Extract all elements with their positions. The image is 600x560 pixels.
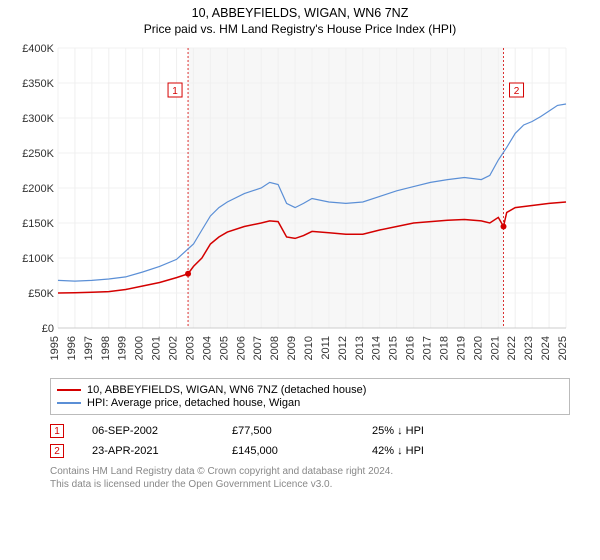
xtick-label: 2000 bbox=[134, 336, 146, 360]
xtick-label: 2019 bbox=[455, 336, 467, 360]
transaction-price: £145,000 bbox=[232, 445, 372, 457]
xtick-label: 2012 bbox=[337, 336, 349, 360]
footer-line-1: Contains HM Land Registry data © Crown c… bbox=[50, 465, 590, 478]
transaction-date: 23-APR-2021 bbox=[92, 445, 232, 457]
xtick-label: 2024 bbox=[540, 336, 552, 360]
page-subtitle: Price paid vs. HM Land Registry's House … bbox=[10, 22, 590, 36]
transaction-pct: 42% ↓ HPI bbox=[372, 445, 492, 457]
xtick-label: 2015 bbox=[388, 336, 400, 360]
xtick-label: 2023 bbox=[523, 336, 535, 360]
transaction-row: 2 23-APR-2021£145,00042% ↓ HPI bbox=[50, 441, 570, 461]
ytick-label: £300K bbox=[22, 113, 54, 125]
xtick-label: 2022 bbox=[506, 336, 518, 360]
ytick-label: £350K bbox=[22, 78, 54, 90]
ytick-label: £100K bbox=[22, 253, 54, 265]
legend-item: HPI: Average price, detached house, Wiga… bbox=[57, 397, 563, 409]
ytick-label: £50K bbox=[28, 288, 54, 300]
xtick-label: 2016 bbox=[405, 336, 417, 360]
xtick-label: 2007 bbox=[252, 336, 264, 360]
xtick-label: 1997 bbox=[83, 336, 95, 360]
xtick-label: 2018 bbox=[438, 336, 450, 360]
ytick-label: £250K bbox=[22, 148, 54, 160]
transaction-date: 06-SEP-2002 bbox=[92, 425, 232, 437]
legend-item: 10, ABBEYFIELDS, WIGAN, WN6 7NZ (detache… bbox=[57, 384, 563, 396]
xtick-label: 2021 bbox=[489, 336, 501, 360]
page-title: 10, ABBEYFIELDS, WIGAN, WN6 7NZ bbox=[10, 6, 590, 20]
transaction-row: 1 06-SEP-2002£77,50025% ↓ HPI bbox=[50, 421, 570, 441]
chart-marker-label: 2 bbox=[514, 86, 520, 97]
xtick-label: 2005 bbox=[218, 336, 230, 360]
legend-label: 10, ABBEYFIELDS, WIGAN, WN6 7NZ (detache… bbox=[87, 384, 366, 396]
chart-svg: £0 £50K £100K £150K £200K £250K £300K £350K £400… bbox=[10, 42, 570, 372]
xtick-label: 1995 bbox=[49, 336, 61, 360]
xtick-label: 2010 bbox=[303, 336, 315, 360]
xtick-label: 2009 bbox=[286, 336, 298, 360]
legend-swatch bbox=[57, 402, 81, 404]
xtick-label: 2025 bbox=[557, 336, 569, 360]
xtick-label: 2001 bbox=[151, 336, 163, 360]
transaction-price: £77,500 bbox=[232, 425, 372, 437]
legend: 10, ABBEYFIELDS, WIGAN, WN6 7NZ (detache… bbox=[50, 378, 570, 415]
xtick-label: 2014 bbox=[371, 336, 383, 360]
chart-marker-label: 1 bbox=[172, 86, 178, 97]
xtick-label: 2013 bbox=[354, 336, 366, 360]
xtick-label: 1996 bbox=[66, 336, 78, 360]
xtick-label: 2011 bbox=[320, 336, 332, 360]
ytick-label: £200K bbox=[22, 183, 54, 195]
transaction-marker: 1 bbox=[50, 424, 64, 438]
ytick-label: £400K bbox=[22, 43, 54, 55]
transaction-table: 1 06-SEP-2002£77,50025% ↓ HPI 2 23-APR-2021… bbox=[50, 421, 570, 461]
legend-swatch bbox=[57, 389, 81, 391]
xtick-label: 2020 bbox=[472, 336, 484, 360]
xtick-label: 1999 bbox=[117, 336, 129, 360]
price-chart: £0 £50K £100K £150K £200K £250K £300K £350K £400… bbox=[10, 42, 590, 372]
xtick-label: 2017 bbox=[422, 336, 434, 360]
ytick-label: £150K bbox=[22, 218, 54, 230]
xtick-label: 2008 bbox=[269, 336, 281, 360]
footer-line-2: This data is licensed under the Open Gov… bbox=[50, 478, 590, 491]
xtick-label: 2003 bbox=[184, 336, 196, 360]
transaction-marker: 2 bbox=[50, 444, 64, 458]
xtick-label: 2004 bbox=[201, 336, 213, 360]
legend-label: HPI: Average price, detached house, Wiga… bbox=[87, 397, 300, 409]
footer-attribution: Contains HM Land Registry data © Crown c… bbox=[50, 465, 590, 491]
xtick-label: 2006 bbox=[235, 336, 247, 360]
transaction-pct: 25% ↓ HPI bbox=[372, 425, 492, 437]
xtick-label: 2002 bbox=[168, 336, 180, 360]
xtick-label: 1998 bbox=[100, 336, 112, 360]
ytick-label: £0 bbox=[42, 323, 54, 335]
